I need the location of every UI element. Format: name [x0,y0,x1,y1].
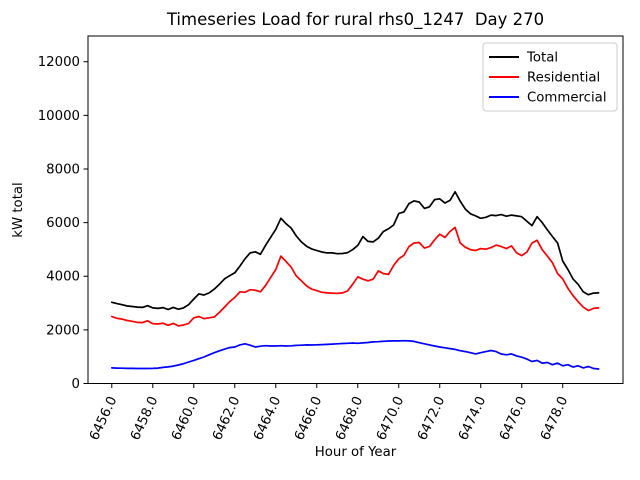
commercial-series-line [110,339,600,370]
x-tick-label: 6476.0 [497,394,530,443]
total-series-line [110,190,600,311]
x-axis-ticks-group: 6456.0 6458.0 6460.0 6462.0 6464.0 6466.0 6468… [87,383,571,443]
y-tick-label: 6000 [46,216,80,231]
x-tick-label: 6474.0 [456,394,489,443]
x-tick-label: 6466.0 [292,394,325,443]
x-tick-label: 6470.0 [374,394,407,443]
x-tick-label: 6472.0 [415,394,448,443]
y-tick-label: 12000 [38,55,80,70]
y-tick-label: 8000 [46,162,80,177]
x-tick-label: 6464.0 [251,394,284,443]
y-axis-label: kW total [11,182,26,237]
legend-box [482,42,618,112]
x-tick-label: 6462.0 [210,394,243,443]
chart-title: Timeseries Load for rural rhs0_1247 Day … [166,10,544,30]
y-tick-label: 10000 [38,109,80,124]
x-tick-label: 6456.0 [87,394,120,443]
x-tick-label: 6460.0 [169,394,202,443]
legend-label-residential: Residential [527,71,600,86]
y-tick-label: 2000 [46,323,80,338]
legend: Total Residential Commercial [482,42,618,112]
x-tick-label: 6458.0 [128,394,161,443]
legend-label-commercial: Commercial [527,91,607,106]
y-tick-label: 4000 [46,270,80,285]
series-lines-group [110,190,600,370]
legend-label-total: Total [526,51,558,66]
x-tick-label: 6468.0 [333,394,366,443]
x-axis-label: Hour of Year [315,445,397,460]
axes-frame [87,35,624,384]
residential-series-line [110,226,600,327]
x-tick-label: 6478.0 [538,394,571,443]
y-tick-label: 0 [72,377,80,392]
y-axis-ticks-group: 0 2000 4000 6000 8000 10000 12000 [38,55,88,392]
